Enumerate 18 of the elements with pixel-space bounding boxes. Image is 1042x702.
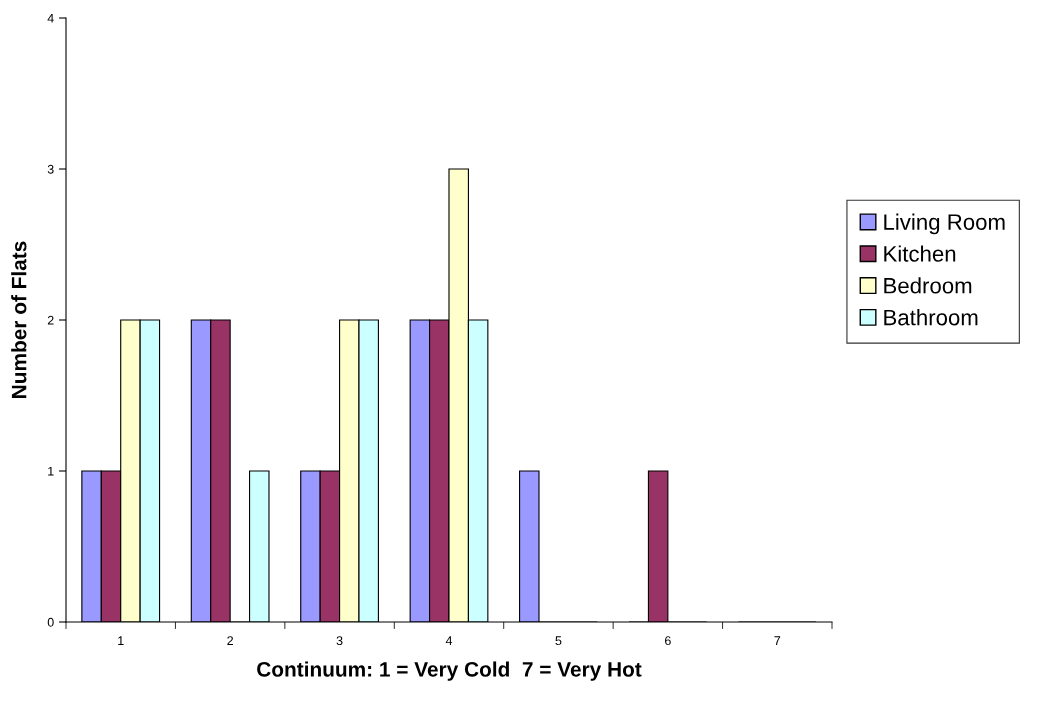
x-tick-label: 4 xyxy=(445,636,453,645)
y-axis-title: Number of Flats xyxy=(11,241,27,398)
legend-label: Bathroom xyxy=(884,309,978,326)
legend-label: Kitchen xyxy=(884,245,956,262)
y-tick-label: 1 xyxy=(48,466,54,476)
legend-label: Bedroom xyxy=(884,277,972,294)
y-tick-label: 0 xyxy=(47,617,54,627)
x-tick-label: 7 xyxy=(774,636,781,645)
y-tick-label: 3 xyxy=(47,164,54,174)
legend-label: Living Room xyxy=(884,213,1005,235)
x-tick-label: 3 xyxy=(336,636,343,646)
x-tick-label: 5 xyxy=(555,636,562,646)
x-axis-title: Continuum: 1 = Very Cold 7 = Very Hot xyxy=(257,661,642,681)
x-tick-label: 2 xyxy=(227,636,233,645)
y-tick-label: 4 xyxy=(47,13,54,23)
x-tick-label: 1 xyxy=(118,636,124,645)
y-tick-label: 2 xyxy=(47,315,54,325)
x-tick-label: 6 xyxy=(665,636,671,646)
